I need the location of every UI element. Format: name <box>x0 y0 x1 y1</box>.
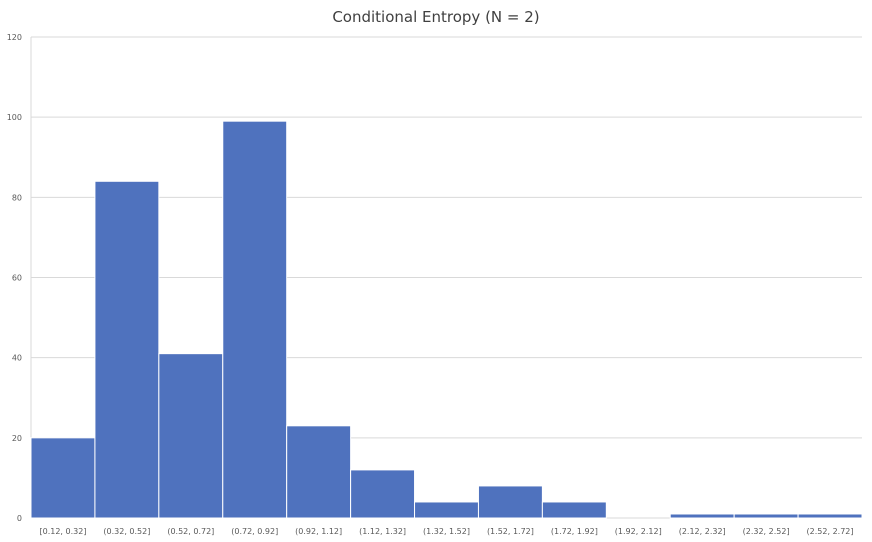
y-tick-label-4: 80 <box>12 193 22 202</box>
bar-1 <box>94 180 160 519</box>
x-tick-label-12: (2.52, 2.72] <box>807 527 854 536</box>
bar-8 <box>541 501 607 519</box>
x-tick-label-2: (0.52, 0.72] <box>167 527 214 536</box>
x-tick-label-11: (2.32, 2.52] <box>743 527 790 536</box>
y-tick-label-6: 120 <box>7 33 22 42</box>
y-tick-label-2: 40 <box>12 354 22 363</box>
x-tick-label-5: (1.12, 1.32] <box>359 527 406 536</box>
x-tick-label-10: (2.12, 2.32] <box>679 527 726 536</box>
bar-layer <box>30 120 863 519</box>
y-tick-label-5: 100 <box>7 113 22 122</box>
chart-title: Conditional Entropy (N = 2) <box>332 8 540 26</box>
y-tick-label-0: 0 <box>17 514 22 523</box>
bar-3 <box>222 120 288 519</box>
x-tick-label-3: (0.72, 0.92] <box>231 527 278 536</box>
bar-6 <box>414 501 479 519</box>
x-axis: [0.12, 0.32] (0.32, 0.52] (0.52, 0.72] (0.7… <box>39 527 853 536</box>
x-tick-label-9: (1.92, 2.12] <box>615 527 662 536</box>
bar-10 <box>669 513 735 519</box>
bar-5 <box>350 469 416 519</box>
y-axis: 0 20 40 60 80 100 120 <box>7 33 22 523</box>
x-tick-label-8: (1.72, 1.92] <box>551 527 598 536</box>
x-tick-label-1: (0.32, 0.52] <box>103 527 150 536</box>
x-tick-label-6: (1.32, 1.52] <box>423 527 470 536</box>
bar-2 <box>158 353 224 519</box>
y-tick-label-3: 60 <box>12 274 22 283</box>
bar-4 <box>286 425 352 519</box>
bar-11 <box>733 513 799 519</box>
bar-0 <box>30 437 96 519</box>
x-tick-label-7: (1.52, 1.72] <box>487 527 534 536</box>
bar-12 <box>797 513 863 519</box>
y-tick-label-1: 20 <box>12 434 22 443</box>
x-tick-label-4: (0.92, 1.12] <box>295 527 342 536</box>
x-tick-label-0: [0.12, 0.32] <box>39 527 86 536</box>
bar-7 <box>477 485 543 519</box>
